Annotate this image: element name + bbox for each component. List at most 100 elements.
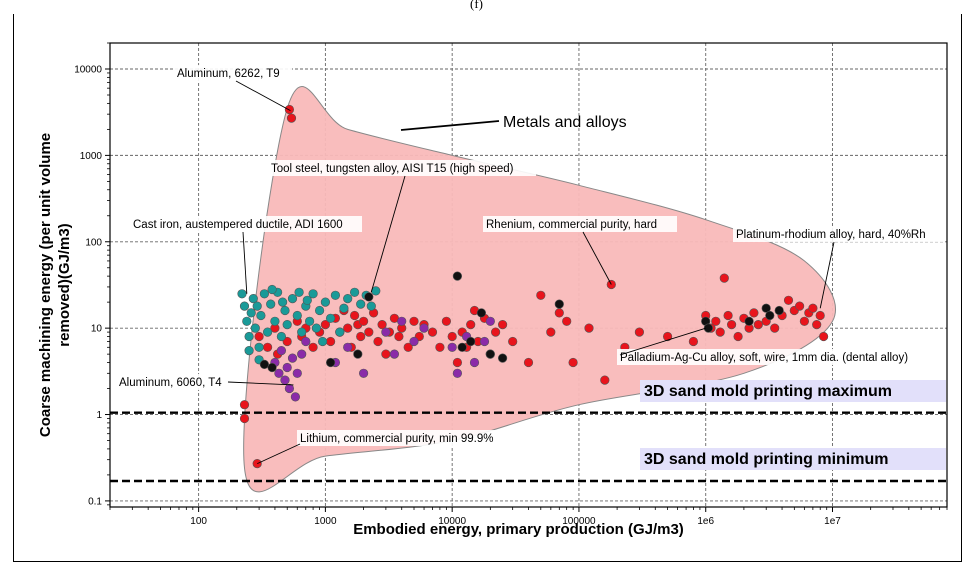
x-tick-label: 100000 bbox=[562, 516, 596, 527]
data-point-purple bbox=[359, 368, 369, 378]
data-point-red bbox=[562, 316, 572, 326]
data-point-red bbox=[381, 349, 391, 359]
data-point-red bbox=[282, 336, 292, 347]
data-point-black bbox=[326, 357, 336, 368]
threshold-label: 3D sand mold printing maximum bbox=[644, 383, 892, 400]
annotation-box bbox=[297, 430, 515, 446]
data-point-red bbox=[634, 327, 645, 337]
annotation-leader bbox=[819, 241, 835, 309]
data-point-teal bbox=[278, 297, 288, 307]
y-tick-label: 10000 bbox=[74, 65, 102, 76]
data-point-black bbox=[774, 305, 784, 316]
data-point-teal bbox=[256, 310, 266, 321]
data-point-black bbox=[259, 359, 270, 370]
data-point-teal bbox=[246, 308, 256, 318]
data-point-black bbox=[476, 308, 487, 318]
data-point-black bbox=[485, 349, 495, 359]
data-point-red bbox=[600, 375, 610, 385]
data-point-purple bbox=[287, 353, 298, 363]
data-point-red bbox=[447, 331, 457, 342]
data-point-purple bbox=[389, 349, 400, 359]
data-point-teal bbox=[311, 323, 322, 333]
data-point-red bbox=[435, 342, 445, 352]
figure-caption-fragment: (f) bbox=[470, 0, 483, 11]
x-tick-label: 100 bbox=[190, 516, 207, 527]
data-point-teal bbox=[263, 327, 273, 337]
axes: 100 1000 10000 100000 1e6 1e7 0.1 1 10 100 1000 100… bbox=[37, 42, 948, 538]
data-point-red bbox=[377, 320, 387, 330]
data-point-purple bbox=[276, 346, 287, 356]
data-point-black bbox=[466, 336, 476, 347]
data-point-teal bbox=[266, 299, 276, 309]
data-point-purple bbox=[479, 336, 490, 347]
data-point-red bbox=[546, 327, 556, 337]
data-point-purple bbox=[284, 383, 295, 394]
data-point-red bbox=[554, 308, 564, 318]
threshold-label: 3D sand mold printing minimum bbox=[644, 451, 888, 468]
envelope-label: Metals and alloys bbox=[503, 114, 627, 131]
data-point-purple bbox=[447, 342, 457, 352]
data-point-teal bbox=[244, 346, 254, 356]
threshold-label-box bbox=[640, 448, 946, 470]
data-point-red bbox=[284, 104, 295, 115]
data-point-red bbox=[498, 320, 508, 330]
data-point-red bbox=[308, 342, 318, 352]
data-point-red bbox=[584, 323, 594, 333]
data-point-teal bbox=[343, 294, 353, 304]
data-point-red bbox=[749, 308, 759, 318]
data-point-red bbox=[799, 316, 810, 326]
data-point-red bbox=[403, 342, 413, 352]
data-point-black bbox=[267, 362, 277, 373]
y-tick-label: 1 bbox=[96, 410, 102, 421]
data-point-teal bbox=[239, 301, 250, 311]
data-point-purple bbox=[397, 316, 407, 326]
data-points bbox=[237, 104, 829, 469]
data-point-red bbox=[491, 327, 501, 337]
data-point-teal bbox=[259, 289, 270, 299]
y-tick-label: 1000 bbox=[80, 151, 103, 162]
data-point-red bbox=[508, 336, 518, 347]
data-point-red bbox=[452, 357, 463, 368]
data-point-purple bbox=[282, 362, 292, 373]
threshold-layer: 3D sand mold printing maximum 3D sand mol… bbox=[110, 380, 947, 483]
data-point-red bbox=[254, 331, 264, 342]
annotation-leader bbox=[257, 443, 301, 465]
annotation-label: Platinum-rhodium alloy, hard, 40%Rh bbox=[736, 229, 926, 241]
data-point-red bbox=[808, 303, 818, 313]
data-point-teal bbox=[248, 294, 258, 304]
data-point-red bbox=[818, 331, 829, 342]
envelope-label-leader bbox=[400, 120, 500, 131]
annotation-box bbox=[130, 216, 362, 232]
data-point-red bbox=[239, 413, 250, 424]
data-point-red bbox=[719, 273, 729, 283]
data-point-red bbox=[815, 310, 825, 321]
annotation-label: Tool steel, tungsten alloy, AISI T15 (hi… bbox=[271, 163, 514, 175]
data-point-teal bbox=[335, 327, 345, 337]
y-tick-label: 10 bbox=[91, 324, 103, 335]
data-point-purple bbox=[343, 342, 353, 352]
data-point-red bbox=[409, 316, 419, 326]
y-axis-title-line-2: removed)(GJ/m3) bbox=[56, 223, 73, 346]
data-point-red bbox=[394, 331, 404, 342]
annotation-leader bbox=[242, 231, 248, 294]
data-point-black bbox=[457, 342, 467, 352]
data-point-purple bbox=[301, 336, 311, 347]
annotation-box bbox=[483, 216, 677, 232]
annotation-label: Aluminum, 6262, T9 bbox=[177, 68, 280, 80]
y-axis-title: Coarse machining energy (per unit volume… bbox=[37, 133, 73, 437]
annotation-leader bbox=[370, 175, 406, 293]
data-point-purple bbox=[274, 368, 284, 378]
data-point-red bbox=[753, 320, 763, 330]
x-tick-label: 1e6 bbox=[697, 516, 714, 527]
data-point-red bbox=[812, 320, 822, 330]
data-point-teal bbox=[242, 316, 252, 326]
data-point-teal bbox=[267, 284, 277, 295]
data-point-black bbox=[554, 299, 564, 309]
annotation-box bbox=[116, 374, 228, 390]
data-point-black bbox=[761, 303, 771, 313]
data-point-purple bbox=[469, 357, 480, 368]
annotation-label: Aluminum, 6060, T4 bbox=[119, 377, 222, 389]
annotation-layer: Aluminum, 6262, T9 Tool steel, tungsten a… bbox=[116, 65, 949, 465]
x-axis-title: Embodied energy, primary production (GJ/… bbox=[353, 521, 684, 538]
data-point-red bbox=[286, 113, 297, 123]
